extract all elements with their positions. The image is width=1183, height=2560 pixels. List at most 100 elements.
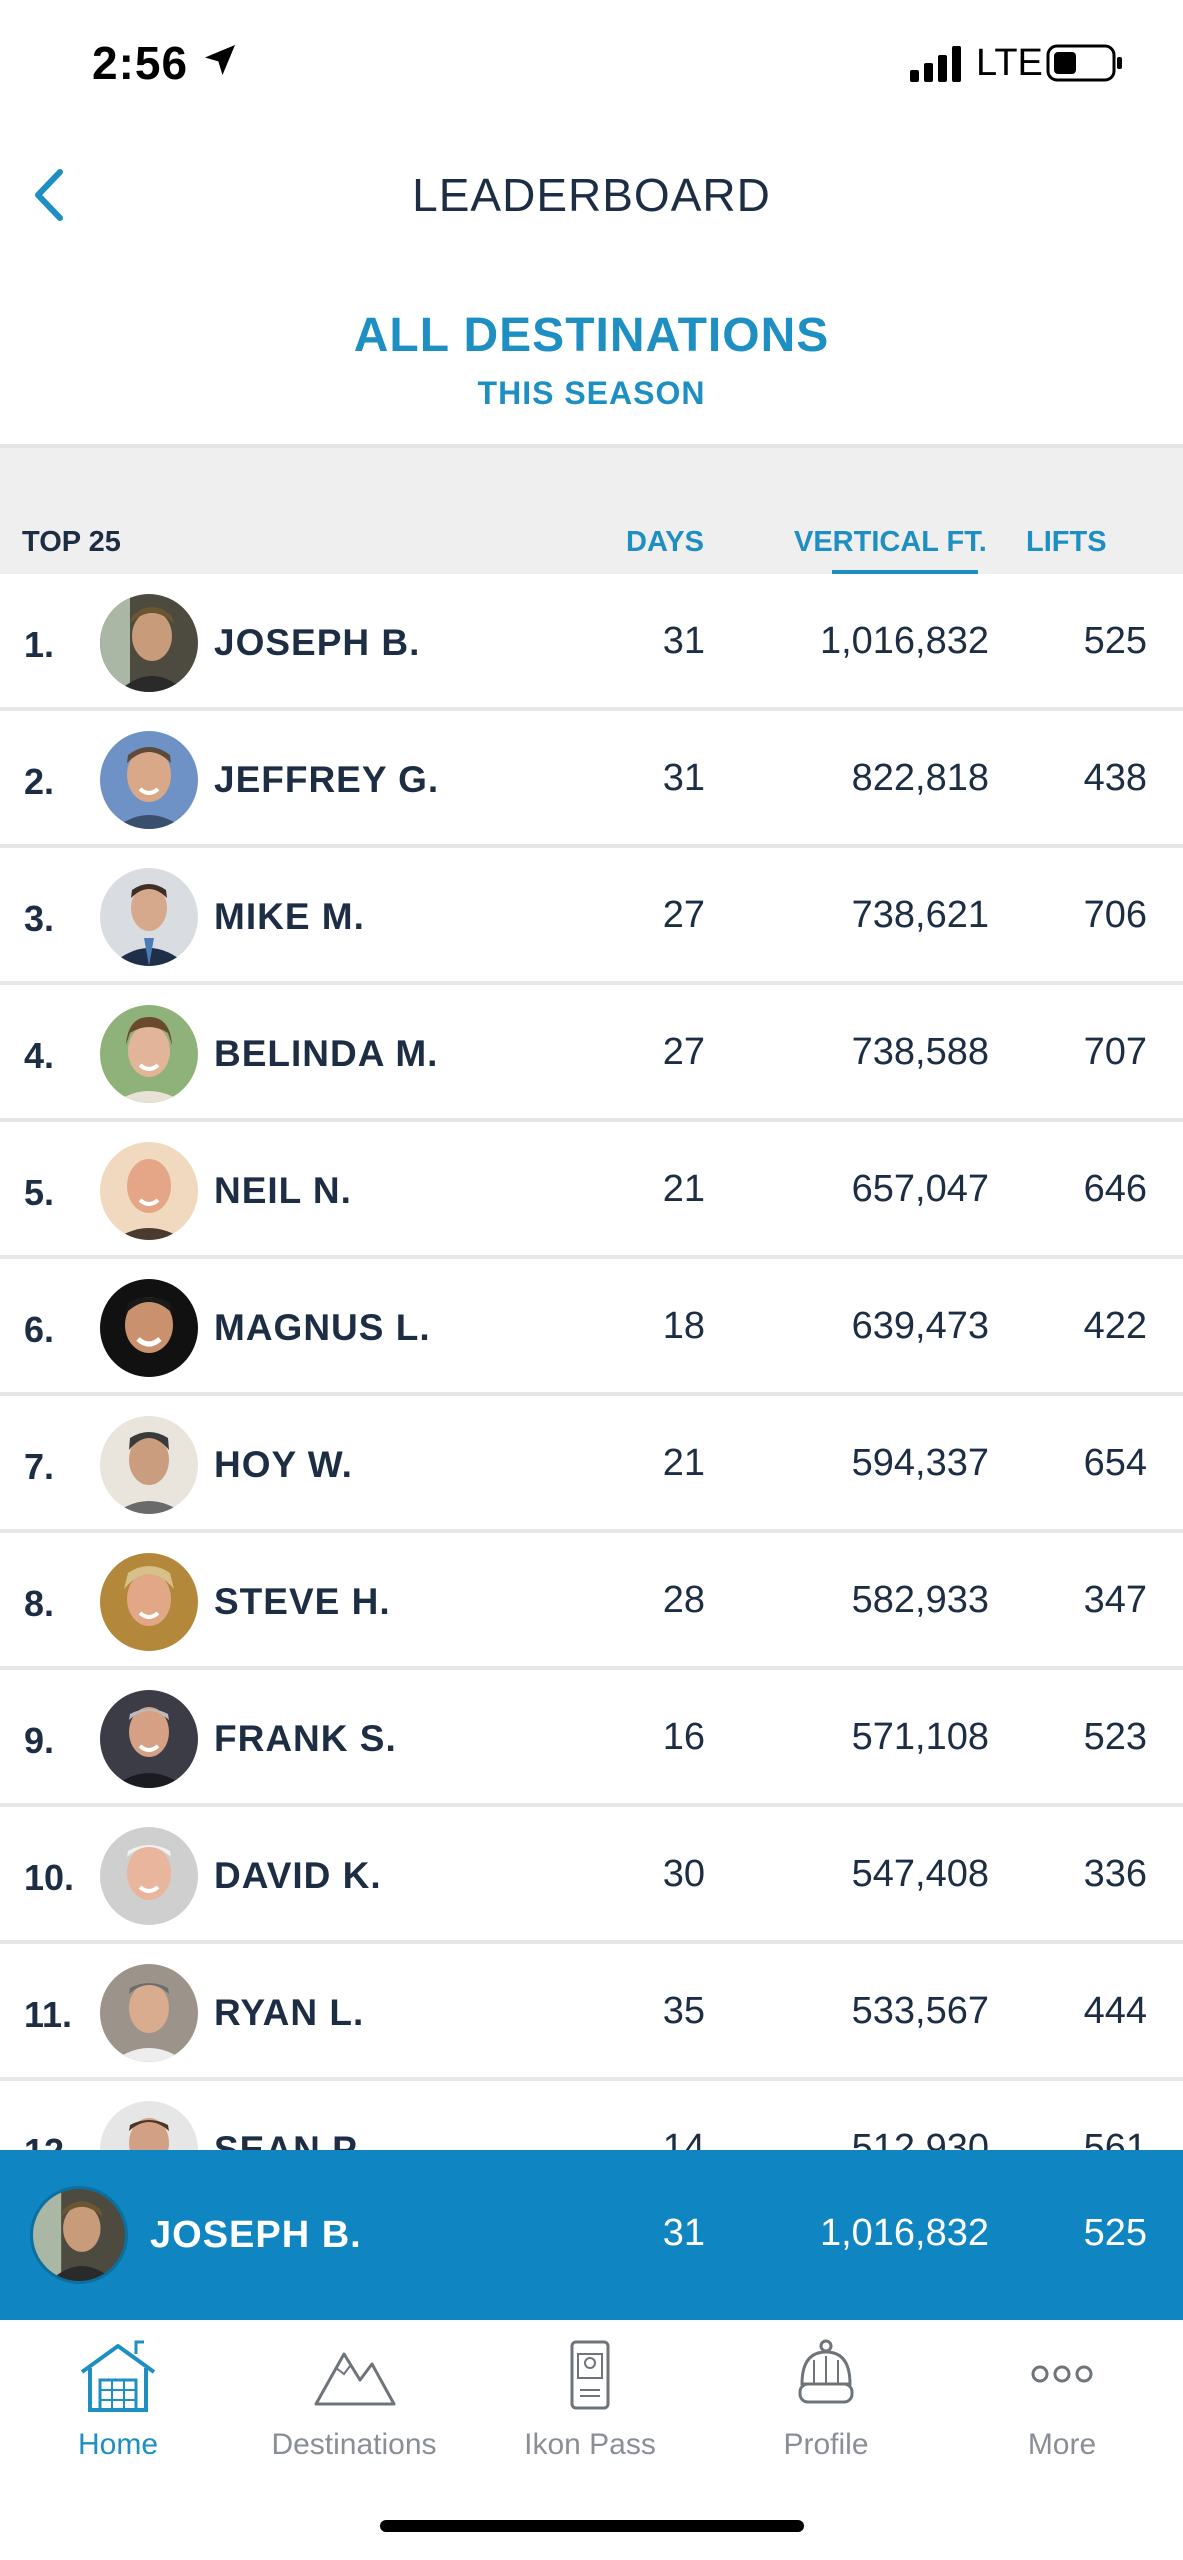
table-row[interactable]: 7. HOY W. 21 594,337 654 <box>0 1396 1183 1533</box>
my-days-value: 31 <box>662 2212 705 2254</box>
skier-name: STEVE H. <box>214 1581 391 1622</box>
days-value: 14 <box>662 2127 705 2150</box>
table-row[interactable]: 5. NEIL N. 21 657,047 646 <box>0 1122 1183 1259</box>
tab-profile[interactable]: Profile <box>708 2334 944 2484</box>
skier-name: NEIL N. <box>214 1170 352 1211</box>
table-row[interactable]: 10. DAVID K. 30 547,408 336 <box>0 1807 1183 1944</box>
table-row[interactable]: 4. BELINDA M. 27 738,588 707 <box>0 985 1183 1122</box>
mountains-icon <box>314 2352 396 2406</box>
location-arrow-icon <box>205 45 235 75</box>
avatar <box>100 1964 198 2062</box>
lifts-value: 706 <box>1083 894 1147 936</box>
network-type: LTE <box>976 42 1043 84</box>
vertical-value: 512,930 <box>851 2127 989 2150</box>
tab-label: Destinations <box>271 2428 437 2461</box>
avatar <box>100 1827 198 1925</box>
vertical-value: 1,016,832 <box>819 620 989 662</box>
leaderboard-scope-heading: ALL DESTINATIONS THIS SEASON <box>0 308 1183 412</box>
skier-name: SEAN P. <box>214 2129 365 2150</box>
table-row[interactable]: 1. JOSEPH B. 31 1,016,832 525 <box>0 574 1183 711</box>
period-subtitle[interactable]: THIS SEASON <box>477 375 706 411</box>
rank: 7. <box>24 1446 55 1487</box>
table-row[interactable]: 6. MAGNUS L. 18 639,473 422 <box>0 1259 1183 1396</box>
status-time: 2:56 <box>92 37 189 89</box>
my-name: JOSEPH B. <box>150 2214 362 2256</box>
vertical-column-header[interactable]: VERTICAL FT. <box>794 526 987 558</box>
helmet-icon <box>798 2339 854 2404</box>
lifts-column-header[interactable]: LIFTS <box>1026 526 1107 558</box>
days-value: 21 <box>662 1442 705 1484</box>
vertical-value: 639,473 <box>851 1305 989 1347</box>
days-value: 30 <box>662 1853 705 1895</box>
home-indicator[interactable] <box>380 2520 804 2532</box>
table-row[interactable]: 12. SEAN P. 14 512,930 561 <box>0 2081 1183 2150</box>
my-vertical-value: 1,016,832 <box>819 2212 989 2254</box>
tab-label: Ikon Pass <box>524 2428 656 2461</box>
days-column-header[interactable]: DAYS <box>626 526 704 558</box>
vertical-value: 738,621 <box>851 894 989 936</box>
home-icon <box>80 2340 156 2412</box>
vertical-value: 594,337 <box>851 1442 989 1484</box>
table-row[interactable]: 2. JEFFREY G. 31 822,818 438 <box>0 711 1183 848</box>
avatar <box>100 731 198 829</box>
lifts-value: 336 <box>1083 1853 1147 1895</box>
tab-destinations[interactable]: Destinations <box>236 2334 472 2484</box>
my-avatar <box>30 2186 128 2284</box>
skier-name: JEFFREY G. <box>214 759 440 800</box>
my-rank-bar[interactable]: JOSEPH B. 31 1,016,832 525 <box>0 2150 1183 2320</box>
pass-card-icon <box>570 2340 610 2410</box>
rank: 5. <box>24 1172 55 1213</box>
vertical-value: 533,567 <box>851 1990 989 2032</box>
skier-name: BELINDA M. <box>214 1033 439 1074</box>
page-title: LEADERBOARD <box>412 169 771 221</box>
skier-name: JOSEPH B. <box>214 622 421 663</box>
rank: 2. <box>24 761 55 802</box>
avatar <box>100 2101 198 2150</box>
skier-name: MAGNUS L. <box>214 1307 431 1348</box>
avatar <box>100 1142 198 1240</box>
table-row[interactable]: 9. FRANK S. 16 571,108 523 <box>0 1670 1183 1807</box>
avatar <box>100 1553 198 1651</box>
lifts-value: 422 <box>1083 1305 1147 1347</box>
tab-more[interactable]: More <box>944 2334 1180 2484</box>
tab-label: Profile <box>783 2428 869 2461</box>
vertical-value: 582,933 <box>851 1579 989 1621</box>
back-chevron-icon[interactable] <box>26 164 72 226</box>
scope-title[interactable]: ALL DESTINATIONS <box>353 309 830 362</box>
vertical-value: 571,108 <box>851 1716 989 1758</box>
tab-label: Home <box>77 2428 159 2461</box>
days-value: 18 <box>662 1305 705 1347</box>
rank: 12. <box>24 2131 74 2150</box>
skier-name: DAVID K. <box>214 1855 382 1896</box>
days-value: 21 <box>662 1168 705 1210</box>
table-row[interactable]: 11. RYAN L. 35 533,567 444 <box>0 1944 1183 2081</box>
cellular-signal-icon <box>910 46 961 82</box>
vertical-value: 738,588 <box>851 1031 989 1073</box>
tab-label: More <box>1027 2428 1097 2461</box>
rank: 10. <box>24 1857 75 1898</box>
rank: 8. <box>24 1583 55 1624</box>
skier-name: RYAN L. <box>214 1992 365 2033</box>
lifts-value: 646 <box>1083 1168 1147 1210</box>
lifts-value: 438 <box>1083 757 1147 799</box>
table-row[interactable]: 8. STEVE H. 28 582,933 347 <box>0 1533 1183 1670</box>
navigation-header: LEADERBOARD <box>0 150 1183 240</box>
avatar <box>100 594 198 692</box>
rank: 1. <box>24 624 55 665</box>
table-header: TOP 25 DAYS VERTICAL FT. LIFTS <box>0 444 1183 575</box>
rank: 3. <box>24 898 55 939</box>
days-value: 16 <box>662 1716 705 1758</box>
tab-home[interactable]: Home <box>0 2334 236 2484</box>
days-value: 31 <box>662 620 705 662</box>
tab-ikon-pass[interactable]: Ikon Pass <box>472 2334 708 2484</box>
lifts-value: 654 <box>1083 1442 1147 1484</box>
days-value: 31 <box>662 757 705 799</box>
table-row[interactable]: 3. MIKE M. 27 738,621 706 <box>0 848 1183 985</box>
days-value: 35 <box>662 1990 705 2032</box>
avatar <box>100 1279 198 1377</box>
avatar <box>100 868 198 966</box>
lifts-value: 561 <box>1083 2127 1147 2150</box>
leaderboard-list[interactable]: 1. JOSEPH B. 31 1,016,832 525 2. JEFFREY… <box>0 574 1183 2150</box>
days-value: 27 <box>662 1031 705 1073</box>
days-value: 27 <box>662 894 705 936</box>
